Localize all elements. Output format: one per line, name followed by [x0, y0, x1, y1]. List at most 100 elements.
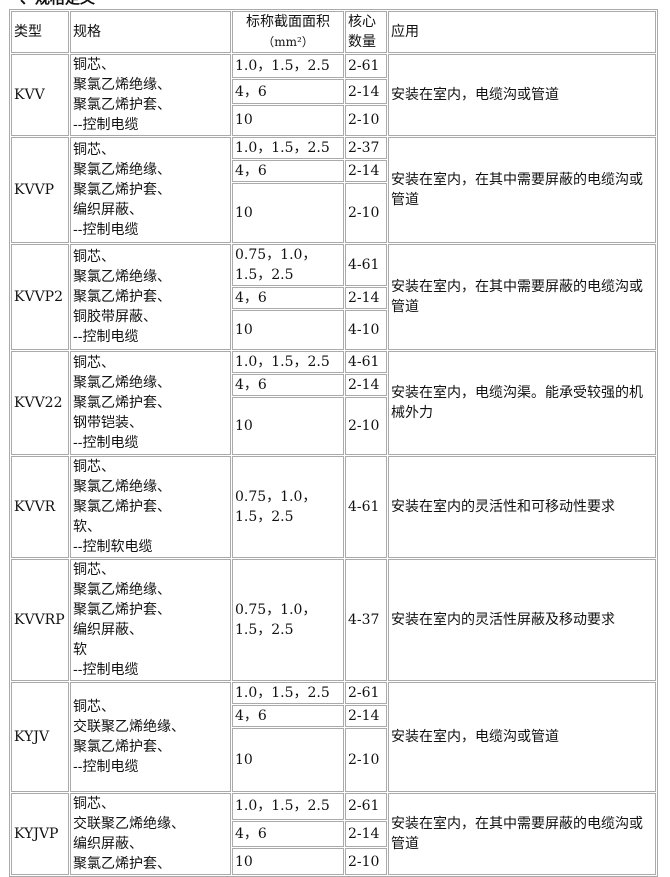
table-row: KVVP 铜芯、聚氯乙烯绝缘、 聚氯乙烯护套、 编织屏蔽、 --控制电缆 1.0，1.5，… — [11, 137, 656, 243]
spec-line: --控制电缆 — [73, 117, 139, 133]
application: 安装在室内，在其中需要屏蔽的电缆沟或管道 — [388, 244, 656, 350]
cross-section-area: 1.0，1.5，2.5 — [232, 54, 344, 79]
spec-line: --控制电缆 — [73, 435, 139, 451]
core-count: 2-14 — [345, 160, 387, 182]
spec-line: 交联聚乙烯绝缘、 — [73, 816, 185, 832]
cable-type: KVV — [11, 54, 69, 136]
application: 安装在室内，电缆沟或管道 — [388, 682, 656, 792]
table-row: 4，6 2-14 — [11, 820, 656, 848]
spec-line: 铜芯、 — [73, 249, 115, 265]
spec-line: 聚氯乙烯护套、 — [73, 182, 171, 198]
table-row: 10 2-10 — [11, 397, 656, 455]
table-row: KVV22 铜芯、 聚氯乙烯绝缘、 聚氯乙烯护套、 钢带铠装、 --控制电缆 1.0，1.5… — [11, 351, 656, 455]
cable-type: KVVRP — [11, 559, 69, 681]
core-count: 2-14 — [345, 374, 387, 396]
cable-type: KYJV — [11, 682, 69, 792]
spec-line: 聚氯乙烯绝缘、 — [73, 479, 171, 495]
cross-section-area: 4，6 — [232, 705, 344, 727]
cross-section-area: 10 — [232, 728, 344, 792]
core-count: 2-14 — [345, 287, 387, 309]
cable-spec: 铜芯、 聚氯乙烯绝缘、 聚氯乙烯护套、 --控制电缆 — [70, 54, 231, 136]
core-count: 4-37 — [345, 559, 387, 681]
cross-section-area: 4，6 — [232, 820, 344, 848]
application: 安装在室内的灵活性和可移动性要求 — [388, 456, 656, 558]
cross-section-area: 1.0，1.5，2.5 — [232, 682, 344, 704]
table-row: 4，6 2-14 — [11, 374, 656, 396]
cross-section-area: 1.0，1.5，2.5 — [232, 351, 344, 373]
cross-section-area: 4，6 — [232, 79, 344, 104]
spec-line: 铜芯、 — [73, 459, 115, 475]
spec-line: 铜芯、 — [73, 699, 115, 715]
cable-spec: 铜芯、 聚氯乙烯绝缘、 聚氯乙烯护套、 钢带铠装、 --控制电缆 — [70, 351, 231, 455]
cable-spec: 铜芯、聚氯乙烯绝缘、 聚氯乙烯护套、 编织屏蔽、 --控制电缆 — [70, 137, 231, 243]
spec-line: 聚氯乙烯护套、 — [73, 856, 171, 872]
spec-line: 铜芯、 — [73, 562, 115, 578]
core-count: 2-10 — [345, 104, 387, 136]
spec-line: 聚氯乙烯绝缘、 — [73, 269, 171, 285]
header-spec: 规格 — [70, 11, 231, 53]
spec-line: 铜芯、 — [73, 142, 115, 158]
header-cores-line1: 核心 — [348, 14, 376, 30]
spec-line: 软、 — [73, 519, 101, 535]
table-row: 4，6 2-14 — [11, 705, 656, 727]
core-count: 4-61 — [345, 456, 387, 558]
core-count: 4-61 — [345, 351, 387, 373]
core-count: 2-61 — [345, 54, 387, 79]
cross-section-area: 10 — [232, 848, 344, 875]
core-count: 2-14 — [345, 705, 387, 727]
header-cores: 核心 数量 — [345, 11, 387, 53]
table-row: 10 4-10 — [11, 310, 656, 350]
spec-line: 聚氯乙烯绝缘、 — [73, 375, 171, 391]
spec-line: --控制电缆 — [73, 329, 139, 345]
cross-section-area: 10 — [232, 104, 344, 136]
table-row: KVVP2 铜芯、 聚氯乙烯绝缘、 聚氯乙烯护套、 铜胶带屏蔽、 --控制电缆 0.75，1… — [11, 244, 656, 350]
core-count: 2-10 — [345, 728, 387, 792]
spec-line: 聚氯乙烯护套、 — [73, 289, 171, 305]
cable-type: KVVR — [11, 456, 69, 558]
cross-section-area: 1.0，1.5，2.5 — [232, 793, 344, 820]
spec-line: 铜芯、 — [73, 796, 115, 812]
spec-line: 编织屏蔽、 — [73, 622, 143, 638]
core-count: 2-10 — [345, 848, 387, 875]
spec-line: 编织屏蔽、 — [73, 836, 143, 852]
application: 安装在室内的灵活性屏蔽及移动要求 — [388, 559, 656, 681]
application: 安装在室内，电缆沟或管道 — [388, 54, 656, 136]
spec-line: --控制电缆 — [73, 662, 139, 678]
spec-line: 编织屏蔽、 — [73, 202, 143, 218]
header-cores-line2: 数量 — [348, 34, 376, 50]
spec-line: 聚氯乙烯护套、 — [73, 97, 171, 113]
header-area: 标称截面面积 （mm²） — [232, 11, 344, 53]
spec-line: 聚氯乙烯护套、 — [73, 602, 171, 618]
spec-line: --控制软电缆 — [73, 539, 153, 555]
cable-spec-table: 类型 规格 标称截面面积 （mm²） 核心 数量 应用 KVV 铜芯、 聚氯乙烯绝缘、聚… — [9, 9, 658, 877]
application: 安装在室内，电缆沟渠。能承受较强的机械外力 — [388, 351, 656, 455]
core-count: 2-37 — [345, 137, 387, 159]
table-row: 10 2-10 — [11, 104, 656, 136]
cross-section-area: 0.75，1.0，1.5，2.5 — [232, 559, 344, 681]
cable-spec: 铜芯、 交联聚乙烯绝缘、 聚氯乙烯护套、 --控制电缆 — [70, 682, 231, 792]
cross-section-area: 1.0，1.5，2.5 — [232, 137, 344, 159]
cable-type: KYJVP — [11, 793, 69, 875]
table-row: 10 2-10 — [11, 728, 656, 792]
cross-section-area: 0.75，1.0，1.5，2.5 — [232, 244, 344, 286]
spec-line: --控制电缆 — [73, 759, 139, 775]
spec-line: --控制电缆 — [73, 222, 139, 238]
core-count: 4-10 — [345, 310, 387, 350]
spec-line: 聚氯乙烯绝缘、 — [73, 162, 171, 178]
cable-type: KVVP — [11, 137, 69, 243]
table-row: 4，6 2-14 — [11, 160, 656, 182]
table-row: KVVRP 铜芯、 聚氯乙烯绝缘、 聚氯乙烯护套、 编织屏蔽、软 --控制电缆 0.75，1… — [11, 559, 656, 681]
cross-section-area: 0.75，1.0，1.5，2.5 — [232, 456, 344, 558]
core-count: 2-10 — [345, 183, 387, 243]
cross-section-area: 10 — [232, 310, 344, 350]
spec-line: 聚氯乙烯护套、 — [73, 499, 171, 515]
cross-section-area: 4，6 — [232, 374, 344, 396]
header-area-unit: （mm²） — [262, 35, 314, 49]
table-row: KYJV 铜芯、 交联聚乙烯绝缘、 聚氯乙烯护套、 --控制电缆 1.0，1.5，2.5 2… — [11, 682, 656, 792]
core-count: 2-61 — [345, 682, 387, 704]
application: 安装在室内，在其中需要屏蔽的电缆沟或管道 — [388, 137, 656, 243]
table-row: 4，6 2-14 — [11, 79, 656, 104]
header-application: 应用 — [388, 11, 656, 53]
table-row: KYJVP 铜芯、交联聚乙烯绝缘、 编织屏蔽、聚氯乙烯护套、 1.0，1.5，2.5 2… — [11, 793, 656, 875]
spec-line: 钢带铠装、 — [73, 415, 143, 431]
